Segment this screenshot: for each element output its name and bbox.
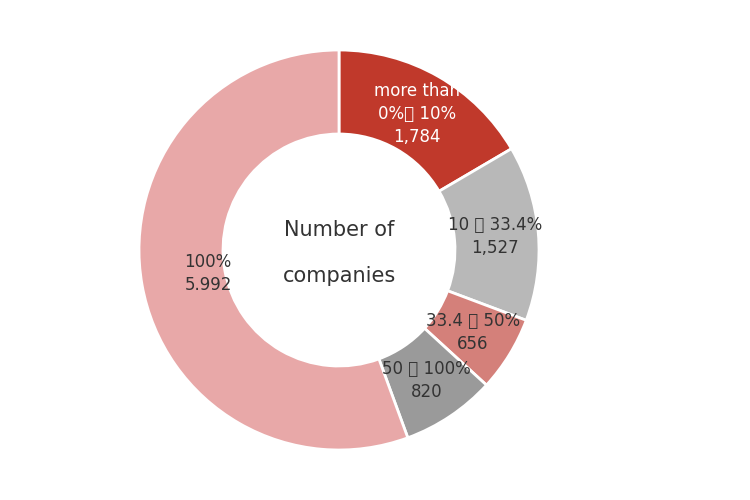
Text: companies: companies xyxy=(282,266,396,286)
Text: more than
0%～ 10%
1,784: more than 0%～ 10% 1,784 xyxy=(374,82,460,146)
Text: 10 ～ 33.4%
1,527: 10 ～ 33.4% 1,527 xyxy=(448,216,542,257)
Wedge shape xyxy=(339,50,512,192)
Text: Number of: Number of xyxy=(284,220,394,240)
Wedge shape xyxy=(139,50,408,450)
Text: 100%
5.992: 100% 5.992 xyxy=(184,253,232,294)
Text: 33.4 ～ 50%
656: 33.4 ～ 50% 656 xyxy=(426,312,520,352)
Wedge shape xyxy=(424,291,526,385)
Wedge shape xyxy=(379,328,487,438)
Text: 50 ～ 100%
820: 50 ～ 100% 820 xyxy=(382,360,471,401)
Wedge shape xyxy=(439,148,539,320)
